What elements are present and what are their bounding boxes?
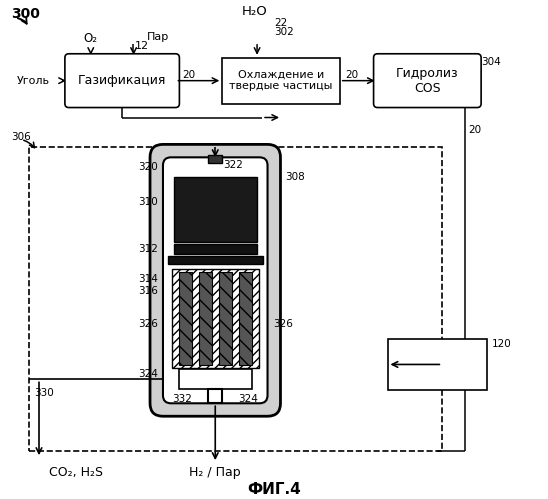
Bar (174, 244, 256, 254)
Text: 12: 12 (135, 41, 149, 51)
Bar (219, 272, 232, 365)
Text: Охлаждение и
твердые частицы: Охлаждение и твердые частицы (229, 70, 333, 91)
Text: 324: 324 (238, 394, 258, 404)
Bar (238, 272, 252, 365)
Bar (179, 369, 252, 389)
Bar (222, 58, 340, 104)
Text: 324: 324 (138, 369, 158, 379)
Bar (387, 338, 487, 390)
Text: Уголь: Уголь (17, 76, 50, 86)
Text: 322: 322 (223, 160, 243, 170)
Text: ФИГ.4: ФИГ.4 (247, 483, 301, 498)
FancyBboxPatch shape (163, 157, 267, 403)
Bar (208, 389, 222, 403)
Text: 308: 308 (286, 172, 305, 182)
Text: 310: 310 (138, 197, 158, 207)
Text: H₂O: H₂O (242, 5, 268, 18)
Text: 22: 22 (274, 18, 287, 28)
Text: 302: 302 (274, 27, 294, 37)
Text: 330: 330 (34, 388, 54, 398)
FancyBboxPatch shape (150, 144, 281, 416)
Bar (174, 177, 256, 242)
Text: 326: 326 (138, 319, 158, 329)
Text: 326: 326 (273, 319, 293, 329)
Text: 332: 332 (173, 394, 192, 404)
Text: 20: 20 (468, 125, 481, 135)
Text: 20: 20 (182, 70, 196, 80)
Bar (208, 155, 222, 163)
Bar (172, 269, 259, 368)
Text: 316: 316 (138, 286, 158, 296)
Text: Газификация: Газификация (78, 74, 167, 87)
Text: 306: 306 (11, 132, 31, 142)
Bar (168, 256, 262, 264)
Text: 312: 312 (138, 244, 158, 254)
Bar (29, 147, 442, 451)
Text: 304: 304 (481, 57, 501, 67)
Text: Пар: Пар (146, 32, 169, 42)
Bar (199, 272, 212, 365)
Text: 314: 314 (138, 274, 158, 284)
Text: 300: 300 (11, 7, 40, 21)
Text: H₂ / Пар: H₂ / Пар (190, 467, 241, 480)
Text: 20: 20 (346, 70, 359, 80)
Bar (179, 272, 192, 365)
Text: CO₂, H₂S: CO₂, H₂S (49, 467, 103, 480)
Text: 120: 120 (492, 338, 512, 348)
Text: O₂: O₂ (84, 32, 98, 45)
Text: Гидролиз
COS: Гидролиз COS (396, 67, 459, 95)
FancyBboxPatch shape (65, 54, 179, 108)
FancyBboxPatch shape (374, 54, 481, 108)
Text: 320: 320 (138, 162, 158, 172)
